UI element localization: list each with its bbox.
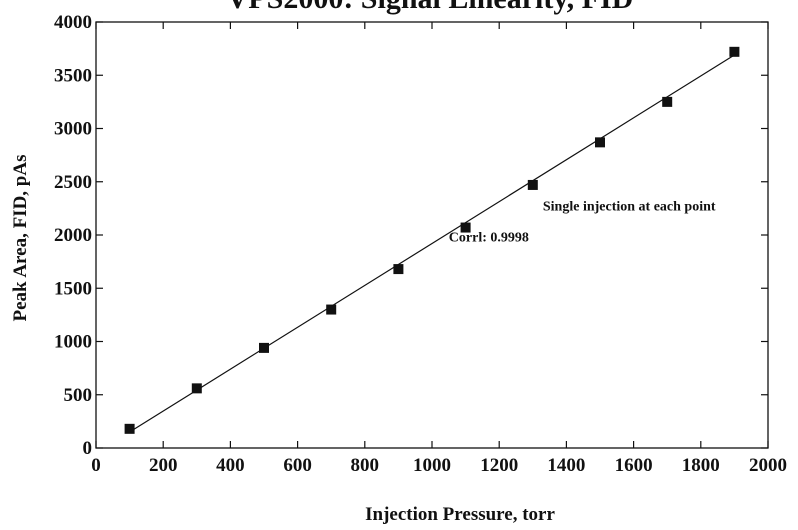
data-point [460,222,471,233]
x-tick-label: 1000 [413,455,451,476]
x-tick-label: 1600 [615,455,653,476]
x-tick-label: 0 [91,455,101,476]
plot-area: 0 200 400 600 800 1000 1200 1400 1600 1800 2000 0 50… [54,12,787,476]
chart-annotation: Single injection at each point [543,200,716,215]
y-tick-label: 1500 [54,278,92,299]
y-tick-label: 3000 [54,119,92,140]
x-tick-label: 1400 [547,455,585,476]
data-point [595,137,605,148]
y-axis-label: Peak Area, FID, pAs [10,155,31,322]
chart-title: VPS2000: Signal Linearity, FID [227,0,634,15]
y-tick-label: 1000 [54,332,92,353]
y-tick-label: 3500 [54,65,92,86]
data-point [729,46,740,57]
x-tick-label: 600 [283,455,312,476]
data-point [662,96,673,107]
data-point [527,179,538,190]
x-tick-label: 400 [216,455,245,476]
y-tick-label: 0 [83,438,93,459]
data-point [124,423,135,434]
data-point [393,264,404,275]
y-tick-label: 500 [64,385,93,406]
x-tick-label: 1800 [682,455,720,476]
x-tick-label: 200 [149,455,178,476]
x-axis-label: Injection Pressure, torr [365,504,555,525]
chart-annotation: Corrl: 0.9998 [449,230,529,245]
y-tick-label: 2000 [54,225,92,246]
data-point [259,342,269,353]
data-point [326,304,337,315]
x-tick-label: 2000 [749,455,787,476]
y-tick-label: 2500 [54,172,92,193]
x-tick-label: 800 [351,455,380,476]
data-point [191,383,202,394]
y-tick-label: 4000 [54,12,92,33]
trend-line [129,54,735,433]
x-tick-label: 1200 [480,455,518,476]
